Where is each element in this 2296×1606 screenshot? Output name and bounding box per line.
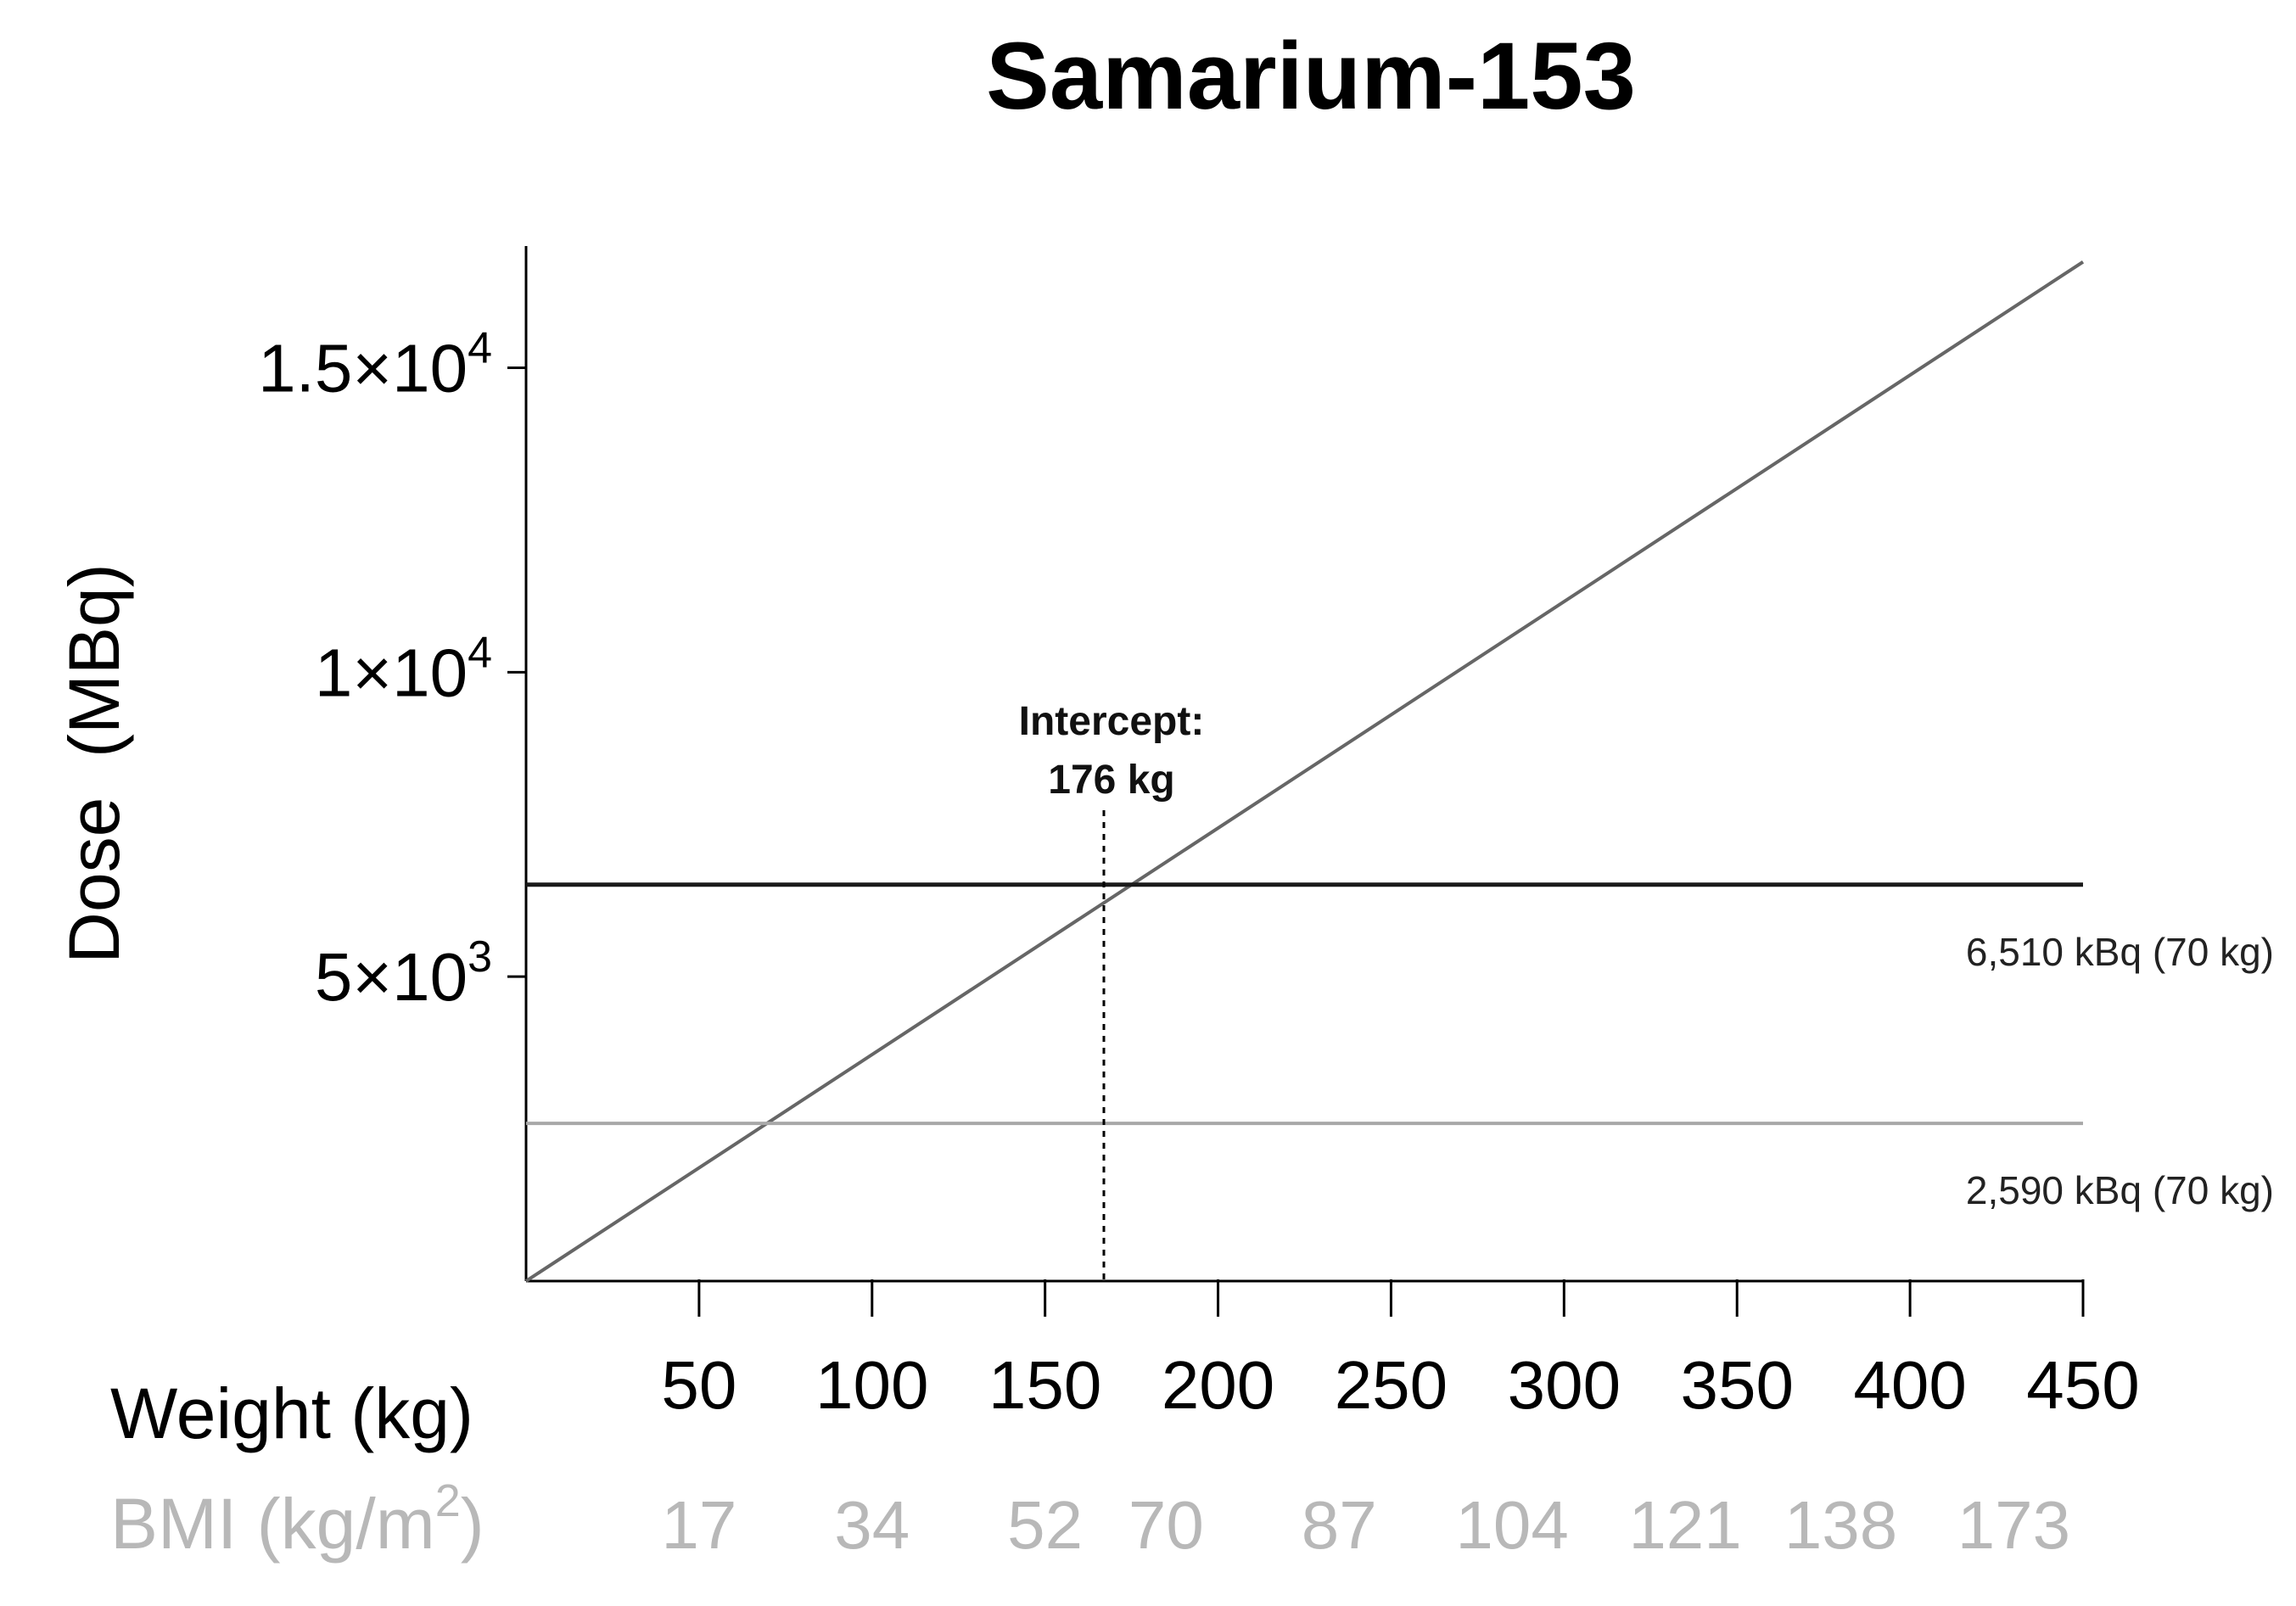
- y-tick-label: 5×103: [315, 932, 492, 1015]
- y-tick-label: 1×104: [315, 628, 492, 710]
- x-tick-label: 300: [1508, 1347, 1621, 1423]
- x-tick-label: 250: [1335, 1347, 1448, 1423]
- bmi-tick-label: 104: [1455, 1487, 1568, 1563]
- x-tick-label: 50: [661, 1347, 736, 1423]
- intercept-value: 176 kg: [1048, 758, 1174, 803]
- reference-line-label: 2,590 kBq (70 kg): [1966, 1168, 2274, 1212]
- x-tick-label: 450: [2026, 1347, 2139, 1423]
- y-tick-label: 1.5×104: [258, 324, 492, 406]
- reference-line-label: 6,510 kBq (70 kg): [1966, 930, 2274, 974]
- bmi-tick-label: 121: [1628, 1487, 1741, 1563]
- bmi-tick-label: 17: [661, 1487, 736, 1563]
- y-ticks: 5×103 1×104 1.5×104: [258, 324, 526, 1015]
- series-line: [524, 260, 2085, 1283]
- bmi-tick-label: 173: [1957, 1487, 2070, 1563]
- intercept-label: Intercept:: [1019, 699, 1205, 744]
- x-ticks: 50 100 150 200 250 300 350 400 450: [661, 1279, 2140, 1423]
- y-axis-title: Dose (MBq): [54, 563, 134, 963]
- x-tick-label: 400: [1853, 1347, 1966, 1423]
- bmi-tick-label: 34: [834, 1487, 910, 1563]
- bmi-ticks: 17 34 52 70 87 104 121 138 173: [661, 1487, 2070, 1563]
- x-axis-title: Weight (kg): [110, 1374, 473, 1453]
- chart-title: Samarium-153: [986, 23, 1636, 129]
- bmi-tick-label: 138: [1784, 1487, 1897, 1563]
- series-lines: 6,510 kBq (70 kg) 2,590 kBq (70 kg): [524, 260, 2274, 1283]
- bmi-tick-label: 87: [1302, 1487, 1377, 1563]
- x-tick-label: 150: [988, 1347, 1101, 1423]
- x-tick-label: 200: [1162, 1347, 1274, 1423]
- bmi-axis-title: BMI (kg/m2): [110, 1475, 484, 1564]
- x-tick-label: 350: [1680, 1347, 1793, 1423]
- x-tick-label: 100: [815, 1347, 928, 1423]
- intercept-annotation: Intercept: 176 kg: [1019, 699, 1205, 1281]
- bmi-tick-label: 70: [1128, 1487, 1204, 1563]
- bmi-tick-label: 52: [1007, 1487, 1083, 1563]
